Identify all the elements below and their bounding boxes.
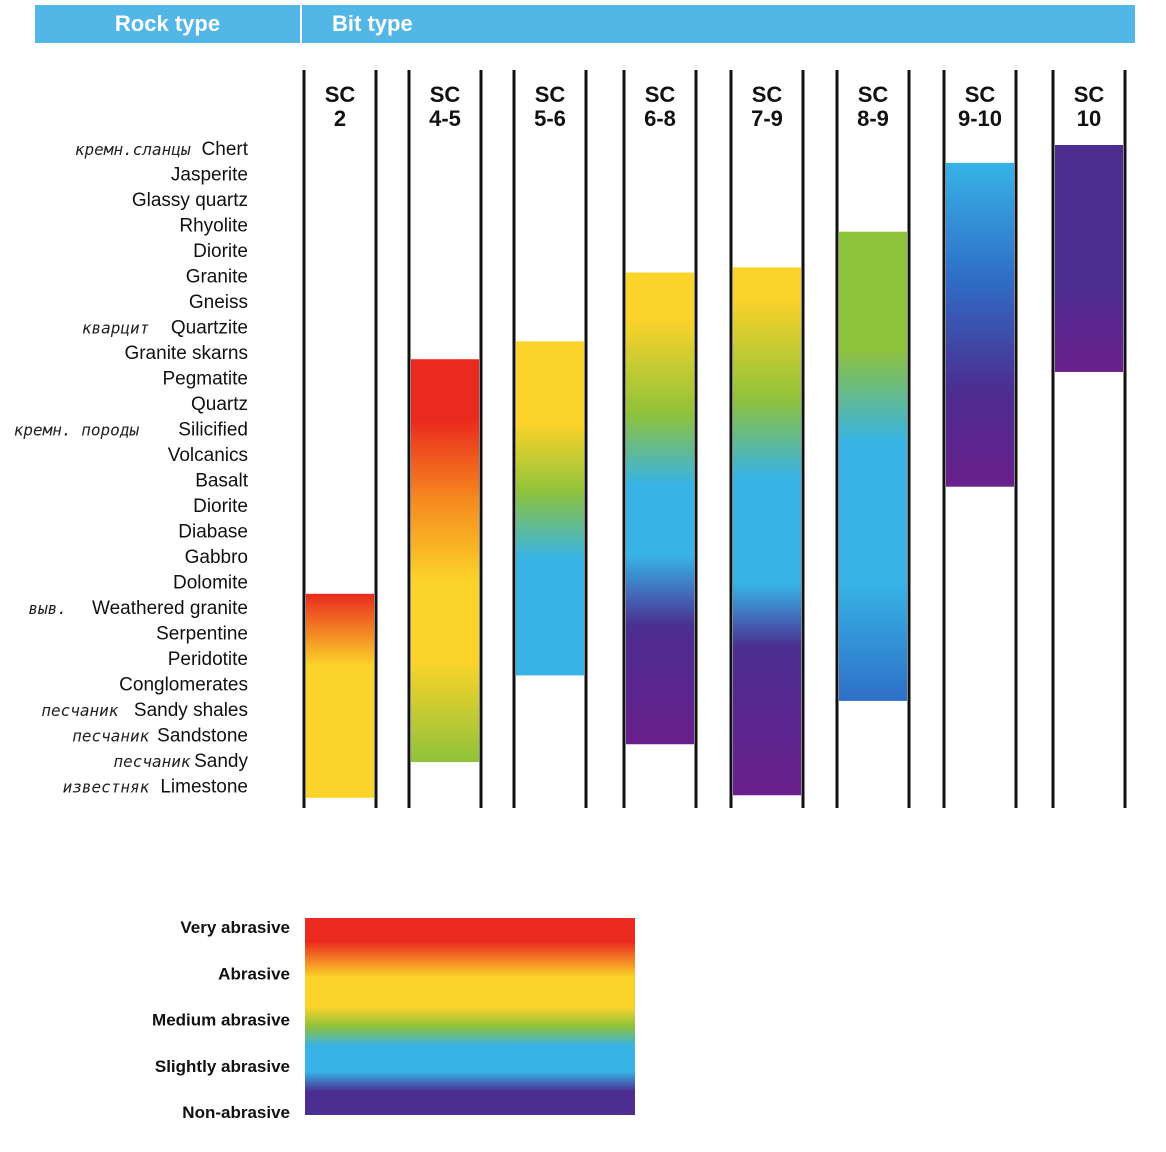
rock-label: Granite skarns [124,343,248,364]
legend-label: Medium abrasive [152,1011,290,1030]
rock-label: Volcanics [168,445,248,466]
legend-label: Non-abrasive [182,1103,290,1122]
column-label-line2: 2 [334,106,346,131]
rock-label: Serpentine [156,624,248,645]
abrasiveness-range-bar [306,593,374,798]
rock-label: Diabase [178,522,248,543]
rock-labels: Chert кремн.сланцы Jasperite Glassy quartz R… [14,139,249,798]
abrasiveness-range-bar [946,162,1014,487]
bit-column-sc-2: SC2 [302,70,378,808]
column-label-line1: SC [325,82,356,107]
bit-column-sc-6-8: SC6-8 [622,70,698,808]
header-bit-type: Bit type [332,11,413,36]
rock-label: Rhyolite [179,216,248,237]
rock-label: Quartzite [171,318,248,339]
rock-label: Diorite [193,496,248,517]
handwritten-note: кварцит [82,319,149,338]
rock-label: Sandstone [157,726,248,747]
header-rock-type: Rock type [114,11,221,36]
rock-label: Glassy quartz [132,190,248,211]
rock-label: Peridotite [168,649,248,670]
legend-gradient-bar [305,918,635,1115]
rock-label: Conglomerates [119,675,248,696]
header-divider [300,5,302,43]
rock-label: Limestone [160,777,248,798]
abrasiveness-range-bar [626,272,694,745]
rock-label: Dolomite [173,573,248,594]
rock-label: Jasperite [171,165,248,186]
rock-label: Weathered granite [92,598,248,619]
legend-label: Very abrasive [180,918,290,937]
rock-label: Sandy [194,751,248,772]
header-bar: Rock type Bit type [35,5,1135,43]
column-label-line1: SC [752,82,783,107]
column-label-line2: 7-9 [751,106,783,131]
column-label-line1: SC [535,82,566,107]
handwritten-note: известняк [63,778,150,797]
rock-label: Gabbro [185,547,248,568]
rock-label: Silicified [178,420,248,441]
handwritten-note: кремн. породы [14,421,140,440]
handwritten-note: песчаник [72,727,149,746]
bit-column-sc-8-9: SC8-9 [835,70,911,808]
column-label-line2: 5-6 [534,106,566,131]
handwritten-note: кремн.сланцы [75,140,191,159]
abrasiveness-range-bar [411,359,479,763]
rock-label: Gneiss [189,292,248,313]
column-label-line2: 4-5 [429,106,461,131]
abrasiveness-legend: Very abrasive Abrasive Medium abrasive Slig… [152,918,635,1122]
column-label-line2: 10 [1077,106,1101,131]
column-label-line2: 6-8 [644,106,676,131]
bit-column-sc-7-9: SC7-9 [729,70,805,808]
bit-column-sc-5-6: SC5-6 [512,70,588,808]
handwritten-note: песчаник [113,752,190,771]
column-label-line2: 8-9 [857,106,889,131]
abrasiveness-range-bar [516,341,584,676]
abrasiveness-range-bar [733,267,801,796]
rock-label: Pegmatite [162,369,248,390]
column-label-line1: SC [965,82,996,107]
handwritten-note: песчаник [41,701,118,720]
legend-label: Abrasive [218,964,290,983]
rock-label: Diorite [193,241,248,262]
rock-label: Granite [186,267,248,288]
abrasiveness-range-bar [1055,145,1123,372]
rock-label: Quartz [191,394,248,415]
column-label-line1: SC [645,82,676,107]
column-label-line1: SC [1074,82,1105,107]
handwritten-note: выв. [28,599,67,618]
column-label-line1: SC [430,82,461,107]
rock-label: Chert [202,139,249,160]
column-label-line2: 9-10 [958,106,1002,131]
column-label-line1: SC [858,82,889,107]
rock-label: Sandy shales [134,700,248,721]
legend-label: Slightly abrasive [155,1057,290,1076]
rock-label: Basalt [195,471,249,492]
abrasiveness-range-bar [839,231,907,701]
bit-column-sc-9-10: SC9-10 [942,70,1018,808]
bit-column-sc-4-5: SC4-5 [407,70,483,808]
